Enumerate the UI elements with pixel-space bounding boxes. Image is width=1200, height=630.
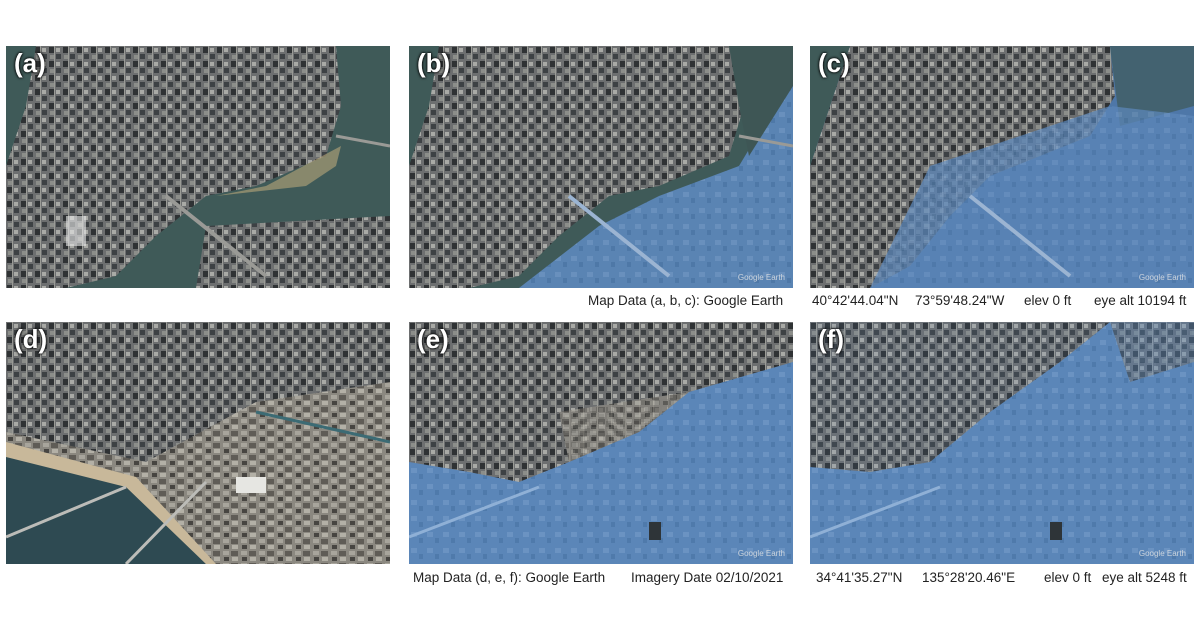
panel-label: (e) <box>417 324 449 354</box>
caption-elev-bottom: elev 0 ft <box>1044 570 1092 585</box>
caption-source-top: Map Data (a, b, c): Google Earth <box>588 293 784 308</box>
panel-label: (b) <box>417 48 451 78</box>
panel-e-image: (e) Google Earth <box>409 322 793 564</box>
osaka-flood-partial-image <box>409 322 793 564</box>
manhattan-flood-full-image <box>810 46 1194 288</box>
caption-lat-top: 40°42'44.04"N <box>812 293 899 308</box>
caption-lon-top: 73°59'48.24"W <box>915 293 1005 308</box>
google-earth-watermark: Google Earth <box>737 549 785 558</box>
google-earth-watermark: Google Earth <box>737 273 785 282</box>
caption-lon-bottom: 135°28'20.46"E <box>922 570 1016 585</box>
google-earth-watermark: Google Earth <box>1138 273 1186 282</box>
google-earth-watermark: Google Earth <box>1138 549 1186 558</box>
osaka-aerial-image <box>6 322 390 564</box>
panel-b-image: (b) Google Earth <box>409 46 793 288</box>
panel-f-image: (f) Google Earth <box>810 322 1194 564</box>
manhattan-flood-partial-image <box>409 46 793 288</box>
osaka-flood-full-image <box>810 322 1194 564</box>
panel-d-image: (d) <box>6 322 390 564</box>
caption-lat-bottom: 34°41'35.27"N <box>816 570 903 585</box>
panel-c-image: (c) Google Earth <box>810 46 1194 288</box>
caption-eyealt-bottom: eye alt 5248 ft <box>1102 570 1187 585</box>
manhattan-aerial-image <box>6 46 390 288</box>
panel-a-image: (a) <box>6 46 390 288</box>
panel-label: (a) <box>14 48 46 78</box>
caption-elev-top: elev 0 ft <box>1024 293 1072 308</box>
caption-imagery-date: Imagery Date 02/10/2021 <box>631 570 784 585</box>
panel-label: (c) <box>818 48 850 78</box>
caption-eyealt-top: eye alt 10194 ft <box>1094 293 1187 308</box>
panel-label: (d) <box>14 324 48 354</box>
caption-source-bottom: Map Data (d, e, f): Google Earth <box>413 570 606 585</box>
panel-label: (f) <box>818 324 844 354</box>
